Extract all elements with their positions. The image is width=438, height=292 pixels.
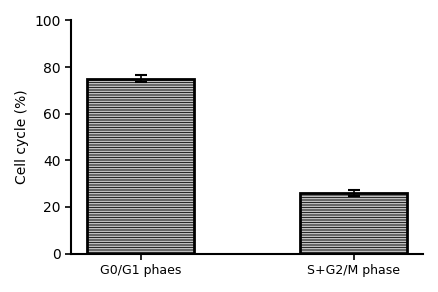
Bar	[300, 193, 407, 253]
Y-axis label: Cell cycle (%): Cell cycle (%)	[15, 90, 29, 184]
Bar	[87, 79, 194, 253]
